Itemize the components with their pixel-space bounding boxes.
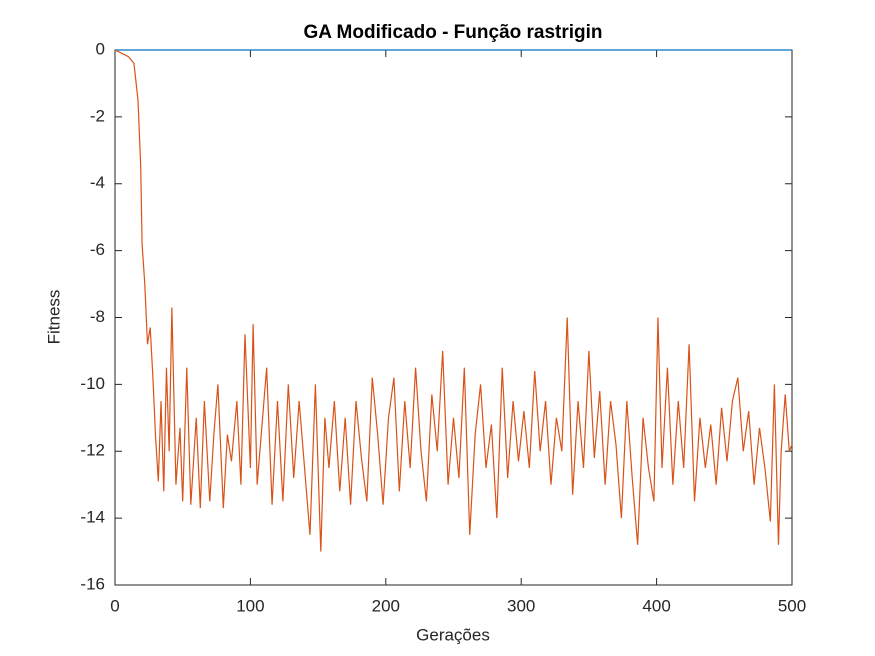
y-tick-label: -8 xyxy=(90,307,105,326)
y-tick-label: -14 xyxy=(80,508,105,527)
x-axis-label: Gerações xyxy=(416,625,490,644)
x-tick-label: 400 xyxy=(642,596,670,615)
x-tick-label: 300 xyxy=(507,596,535,615)
y-tick-label: -16 xyxy=(80,574,105,593)
y-tick-label: -6 xyxy=(90,240,105,259)
x-tick-label: 500 xyxy=(778,596,806,615)
x-tick-label: 200 xyxy=(372,596,400,615)
data-line xyxy=(114,49,793,552)
y-tick-label: -2 xyxy=(90,106,105,125)
x-tick-label: 100 xyxy=(236,596,264,615)
y-tick-label: -10 xyxy=(80,374,105,393)
y-tick-label: 0 xyxy=(96,39,105,58)
y-tick-label: -12 xyxy=(80,441,105,460)
y-axis-label: Fitness xyxy=(44,290,63,345)
y-tick-label: -4 xyxy=(90,173,105,192)
x-tick-label: 0 xyxy=(110,596,119,615)
chart-title: GA Modificado - Função rastrigin xyxy=(303,22,602,43)
